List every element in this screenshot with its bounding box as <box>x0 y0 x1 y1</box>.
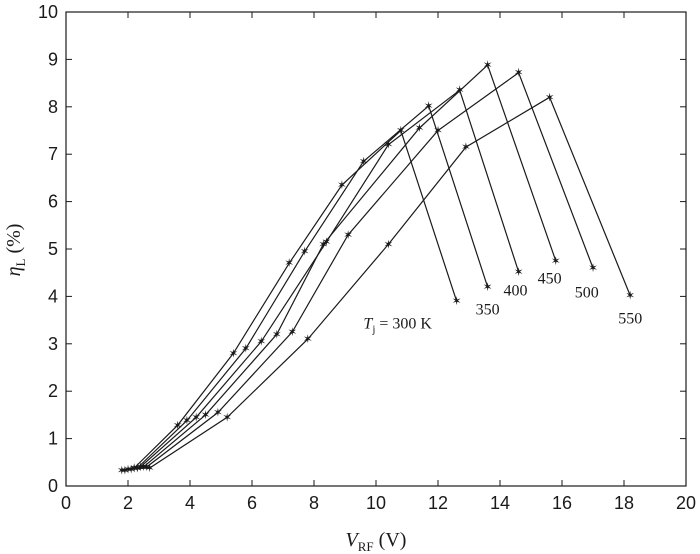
x-tick-label: 8 <box>309 493 319 513</box>
data-point-marker: ✶ <box>318 237 328 251</box>
data-point-marker: ✶ <box>452 294 462 308</box>
series-line-550 <box>137 96 631 470</box>
data-point-marker: ✶ <box>514 265 524 279</box>
x-tick-label: 18 <box>614 493 634 513</box>
y-tick-label: 4 <box>48 286 58 306</box>
data-point-marker: ✶ <box>287 325 297 339</box>
data-point-marker: ✶ <box>383 237 393 251</box>
series-label: 500 <box>575 285 599 302</box>
data-point-marker: ✶ <box>545 90 555 104</box>
series-label: Tj = 300 K <box>363 315 432 335</box>
x-tick-label: 4 <box>185 493 195 513</box>
data-point-marker: ✶ <box>383 138 393 152</box>
series-label: 550 <box>618 311 642 328</box>
data-point-marker: ✶ <box>433 124 443 138</box>
data-point-marker: ✶ <box>256 334 266 348</box>
series-line-300 <box>121 129 458 471</box>
y-tick-label: 7 <box>48 144 58 164</box>
data-point-marker: ✶ <box>300 244 310 258</box>
x-tick-label: 12 <box>428 493 448 513</box>
data-point-marker: ✶ <box>182 414 192 428</box>
series-300: ✶ ✶✶✶✶✶✶✶ <box>117 124 462 478</box>
series-line-450 <box>130 64 557 470</box>
data-point-marker: ✶ <box>200 408 210 422</box>
x-tick-label: 20 <box>676 493 696 513</box>
data-point-marker: ✶ <box>396 124 406 138</box>
data-point-marker: ✶ <box>551 254 561 268</box>
data-point-marker: ✶ <box>303 332 313 346</box>
data-point-marker: ✶ <box>461 140 471 154</box>
data-point-marker: ✶ <box>337 178 347 192</box>
data-point-marker: ✶ <box>120 463 130 477</box>
data-point-marker: ✶ <box>142 460 152 474</box>
data-point-marker: ✶ <box>222 410 232 424</box>
data-point-marker: ✶ <box>343 228 353 242</box>
y-tick-label: 5 <box>48 239 58 259</box>
series-550: ✶ ✶✶✶✶✶✶✶ <box>132 90 635 475</box>
data-point-marker: ✶ <box>625 288 635 302</box>
series-500: ✶ ✶✶✶✶✶✶✶ <box>129 66 598 476</box>
series-label: 400 <box>504 282 528 299</box>
data-point-marker: ✶ <box>241 342 251 356</box>
data-point-marker: ✶ <box>284 256 294 270</box>
data-point-marker: ✶ <box>359 154 369 168</box>
x-tick-label: 16 <box>552 493 572 513</box>
y-tick-label: 0 <box>48 476 58 496</box>
y-tick-label: 1 <box>48 429 58 449</box>
data-point-marker: ✶ <box>228 346 238 360</box>
data-point-marker: ✶ <box>272 327 282 341</box>
series-label: 350 <box>476 301 500 318</box>
data-point-marker: ✶ <box>145 461 155 475</box>
data-point-marker: ✶ <box>129 461 139 475</box>
series-line-400 <box>127 89 520 470</box>
data-point-marker: ✶ <box>123 462 133 476</box>
series-layer: ✶ ✶✶✶✶✶✶✶✶ ✶✶✶✶✶✶✶✶ ✶✶✶✶✶✶✶✶ ✶✶✶✶✶✶✶✶ ✶✶✶✶✶✶✶… <box>117 58 635 477</box>
x-tick-label: 14 <box>490 493 510 513</box>
data-point-marker: ✶ <box>132 461 142 475</box>
data-point-marker: ✶ <box>483 280 493 294</box>
x-tick-label: 0 <box>61 493 71 513</box>
data-point-marker: ✶ <box>213 406 223 420</box>
y-tick-label: 10 <box>38 2 58 22</box>
data-point-marker: ✶ <box>483 58 493 72</box>
y-tick-label: 8 <box>48 97 58 117</box>
data-point-marker: ✶ <box>414 121 424 135</box>
data-point-marker: ✶ <box>588 261 598 275</box>
x-tick-label: 2 <box>123 493 133 513</box>
y-tick-label: 9 <box>48 49 58 69</box>
x-tick-label: 6 <box>247 493 257 513</box>
y-axis-label: ηL (%) <box>3 224 28 277</box>
plot-frame <box>65 11 687 487</box>
data-point-marker: ✶ <box>514 66 524 80</box>
series-line-350 <box>124 104 489 471</box>
y-tick-label: 6 <box>48 192 58 212</box>
data-point-marker: ✶ <box>424 99 434 113</box>
data-point-marker: ✶ <box>117 463 127 477</box>
series-label: 450 <box>538 270 562 287</box>
y-tick-label: 3 <box>48 334 58 354</box>
x-tick-label: 10 <box>366 493 386 513</box>
x-axis-label: VRF (V) <box>346 529 407 554</box>
y-tick-label: 2 <box>48 381 58 401</box>
data-point-marker: ✶ <box>321 235 331 249</box>
data-point-marker: ✶ <box>191 410 201 424</box>
series-line-500 <box>134 71 594 470</box>
data-point-marker: ✶ <box>173 418 183 432</box>
data-point-marker: ✶ <box>126 462 136 476</box>
